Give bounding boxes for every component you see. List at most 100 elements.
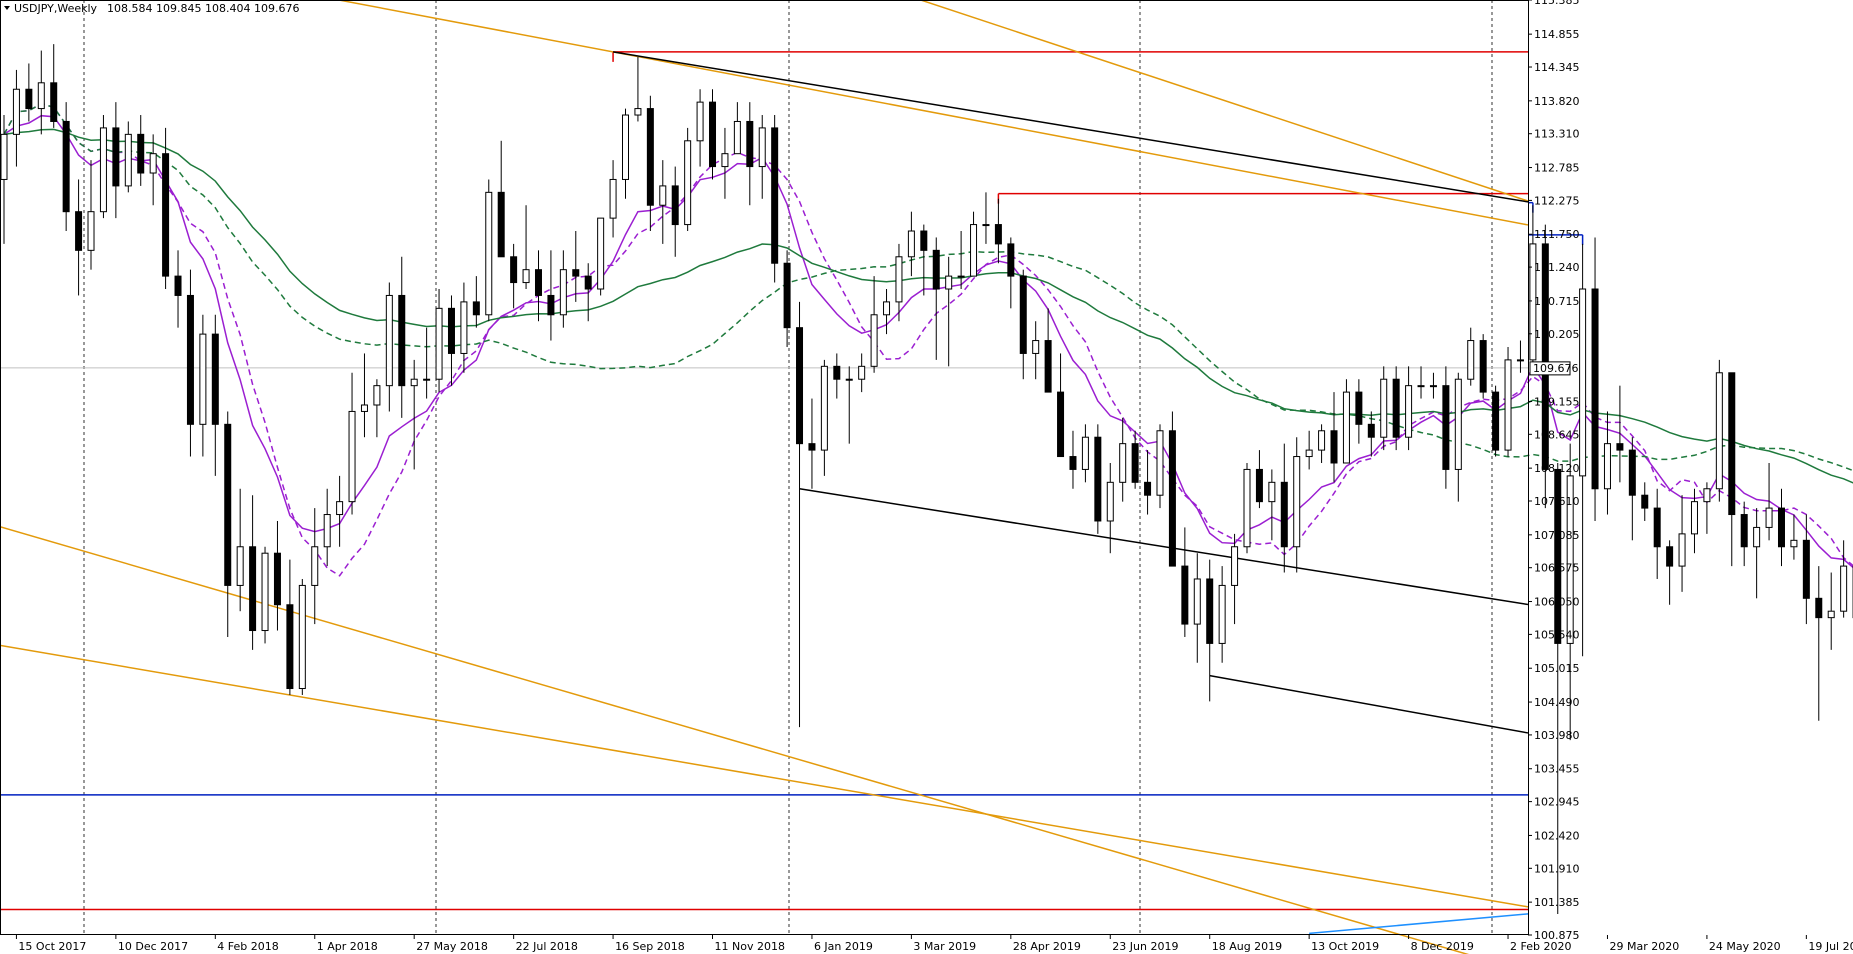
candle-body	[771, 127, 779, 264]
candle-body	[1342, 391, 1350, 464]
time-tick-label: 4 Feb 2018	[217, 940, 278, 953]
candle-body	[696, 101, 704, 142]
time-tick-label: 13 Oct 2019	[1311, 940, 1379, 953]
candle-body	[435, 307, 443, 380]
candle-body	[1218, 584, 1226, 644]
candle-body	[186, 294, 194, 425]
candle-body	[261, 552, 269, 632]
price-tick-label: 108.120	[1534, 462, 1580, 475]
chart-frame	[0, 0, 1529, 935]
candle-body	[1802, 539, 1810, 599]
candle-body	[1740, 514, 1748, 548]
candle-body	[1392, 378, 1400, 438]
candle-body	[1479, 340, 1487, 393]
candle-body	[1554, 468, 1562, 644]
candle-body	[1131, 443, 1139, 483]
price-tick-label: 105.015	[1534, 662, 1580, 675]
light-blue-trendline	[1309, 913, 1529, 935]
price-tick-label: 102.945	[1534, 796, 1580, 809]
time-tick-label: 23 Jun 2019	[1112, 940, 1178, 953]
candle-body	[845, 378, 853, 381]
candle-body	[1429, 385, 1437, 388]
candle-body	[50, 82, 58, 122]
candle-body	[982, 224, 990, 227]
candle-body	[460, 301, 468, 354]
black-channel-mid	[799, 488, 1529, 606]
candle-body	[1106, 481, 1114, 522]
time-tick-label: 22 Jul 2018	[516, 940, 578, 953]
price-tick-label: 111.750	[1534, 228, 1580, 241]
time-tick-label: 29 Mar 2020	[1609, 940, 1679, 953]
candle-body	[945, 275, 953, 290]
candle-body	[1057, 391, 1065, 458]
candle-body	[684, 140, 692, 226]
candle-body	[758, 127, 766, 168]
candle-body	[808, 443, 816, 451]
time-tick-label: 1 Apr 2018	[317, 940, 378, 953]
candle-body	[622, 114, 629, 180]
candle-body	[1690, 501, 1698, 535]
candle-body	[572, 269, 580, 277]
candle-body	[311, 546, 319, 586]
candle-body	[162, 153, 170, 277]
orange-channel-lower	[0, 644, 1529, 908]
price-tick-label: 102.420	[1534, 829, 1580, 842]
candle-body	[1268, 481, 1276, 503]
candle-body	[149, 153, 157, 174]
price-tick-label: 107.085	[1534, 529, 1580, 542]
time-tick-label: 18 Aug 2019	[1212, 940, 1282, 953]
orange-channel-upper	[334, 0, 1529, 226]
price-tick-label: 112.275	[1534, 194, 1580, 207]
current-price-label: 109.676	[1529, 361, 1579, 376]
price-tick-label: 111.240	[1534, 261, 1580, 274]
price-tick-label: 108.645	[1534, 428, 1580, 441]
candle-body	[1181, 565, 1189, 625]
candle-body	[298, 584, 306, 690]
black-channel-lower	[1209, 674, 1529, 734]
candle-body	[1305, 449, 1313, 458]
candle-body	[1703, 488, 1711, 503]
candle-body	[721, 153, 729, 168]
candle-body	[609, 178, 617, 219]
price-tick-label: 101.910	[1534, 862, 1580, 875]
candle-body	[1516, 359, 1524, 362]
price-tick-label: 101.385	[1534, 896, 1580, 909]
candle-body	[1827, 610, 1835, 619]
candle-body	[447, 307, 455, 354]
candle-body	[1815, 597, 1823, 619]
candle-body	[1330, 430, 1338, 464]
candle-body	[1355, 391, 1363, 425]
candle-body	[1728, 372, 1736, 516]
candle-body	[957, 275, 965, 278]
candle-body	[895, 256, 903, 303]
candle-body	[1566, 475, 1574, 644]
horizontal-levels	[0, 51, 1584, 911]
time-tick-label: 2 Feb 2020	[1510, 940, 1571, 953]
candle-body	[112, 127, 120, 187]
candle-body	[423, 378, 431, 381]
candle-body	[62, 120, 70, 213]
candle-body	[1032, 340, 1040, 354]
price-tick-label: 100.875	[1534, 929, 1580, 942]
candle-body	[584, 275, 592, 290]
price-tick-label: 114.345	[1534, 61, 1580, 74]
time-tick-label: 8 Dec 2019	[1411, 940, 1474, 953]
candle-body	[534, 269, 542, 296]
chart-header: USDJPY,Weekly 108.584 109.845 108.404 10…	[4, 2, 299, 15]
candle-body	[99, 127, 107, 213]
time-tick-label: 28 Apr 2019	[1013, 940, 1081, 953]
candle-body	[1541, 243, 1549, 470]
candle-body	[671, 185, 679, 226]
candle-body	[1579, 288, 1587, 477]
price-axis: 115.385 114.855 114.345 113.820 113.310 112.7…	[1528, 0, 1580, 942]
candle-body	[858, 365, 866, 380]
collapse-triangle-icon[interactable]	[4, 6, 10, 10]
candle-body	[1367, 423, 1375, 438]
price-tick-label: 113.310	[1534, 128, 1580, 141]
price-tick-label: 107.610	[1534, 495, 1580, 508]
candle-body	[1504, 359, 1512, 451]
orange-channel-mid	[918, 0, 1529, 202]
candle-body	[1591, 288, 1599, 490]
price-tick-label: 109.155	[1534, 395, 1580, 408]
